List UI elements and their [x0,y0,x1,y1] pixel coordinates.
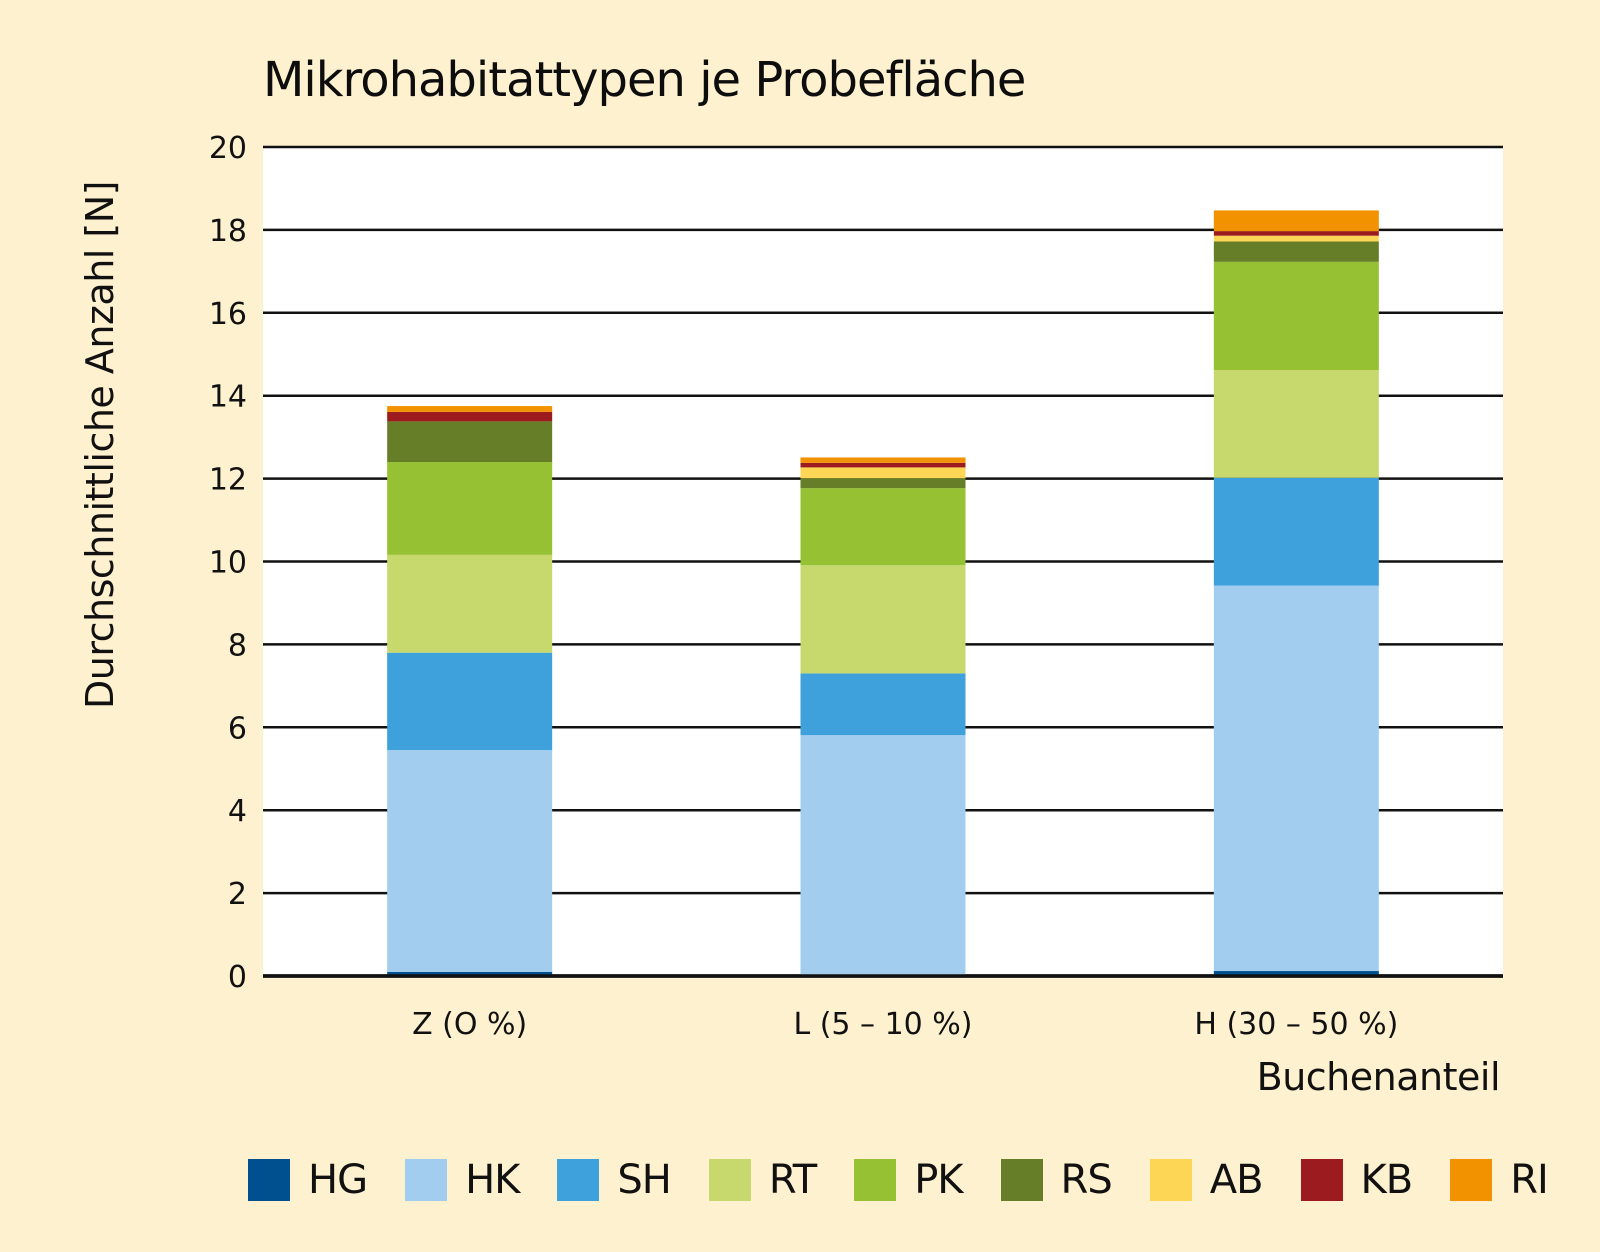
legend-label: PK [914,1157,963,1203]
legend-swatch [708,1159,751,1201]
chart-title: Mikrohabitattypen je Probefläche [263,52,1026,108]
y-tick-label: 18 [209,214,247,249]
legend-swatch [1000,1159,1043,1201]
legend-swatch [1300,1159,1343,1201]
legend-item-hk: HK [405,1157,520,1203]
bar-segment-rs [800,478,966,489]
bar-segment-hg [387,971,553,976]
legend-label: HK [465,1157,520,1203]
legend-item-rs: RS [1000,1157,1113,1203]
y-tick-label: 10 [209,546,247,581]
y-tick-label: 16 [209,297,247,332]
y-tick-label: 8 [228,628,247,663]
bars [263,210,1503,978]
x-axis-label: Buchenanteil [1256,1055,1501,1099]
legend-swatch [1450,1159,1493,1201]
bar-segment-hk [800,735,966,976]
legend-item-hg: HG [248,1157,368,1203]
x-tick-label: L (5 – 10 %) [793,1007,972,1042]
bar-segment-kb [800,462,966,468]
y-tick-label: 14 [209,380,247,415]
x-tick-label: H (30 – 50 %) [1194,1007,1398,1042]
bar-segment-rs [1213,241,1379,262]
x-tick-label: Z (O %) [412,1007,527,1042]
y-tick-label: 2 [228,877,247,912]
bar-segment-sh [387,652,553,751]
bar-segment-ab [1213,235,1379,242]
legend-item-sh: SH [557,1157,672,1203]
legend-item-kb: KB [1300,1157,1414,1203]
bar-segment-ab [800,467,966,479]
bar-segment-sh [1213,477,1379,586]
bar-segment-pk [1213,261,1379,371]
bar-stack-2 [1213,210,1379,976]
bar-segment-hk [1213,585,1379,972]
legend-swatch [248,1159,290,1201]
legend-label: KB [1360,1157,1414,1203]
legend: HG HK SH RT PK RS AB KB RI [248,1157,1586,1203]
y-tick-label: 6 [228,711,247,746]
bar-stack-1 [800,457,966,976]
legend-label: SH [617,1157,671,1203]
bar-segment-ri [387,406,553,412]
legend-swatch [854,1159,897,1201]
legend-label: RT [768,1157,817,1203]
legend-swatch [557,1159,600,1201]
legend-swatch [405,1159,448,1201]
bar-segment-hg [1213,971,1379,976]
legend-label: RI [1510,1157,1549,1203]
legend-swatch [1149,1159,1192,1201]
x-tick-labels: Z (O %) L (5 – 10 %) H (30 – 50 %) [412,1007,1398,1042]
bar-segment-hk [387,750,553,972]
legend-item-ri: RI [1450,1157,1549,1203]
bar-segment-rt [387,554,553,653]
bar-segment-pk [800,488,966,566]
legend-item-pk: PK [854,1157,964,1203]
bar-segment-kb [387,411,553,422]
bar-segment-ri [800,457,966,463]
legend-label: AB [1209,1157,1264,1203]
y-tick-label: 4 [228,794,247,829]
y-tick-label: 20 [209,131,247,166]
y-tick-label: 0 [228,960,247,995]
legend-label: HG [308,1157,368,1203]
legend-label: RS [1060,1157,1113,1203]
bar-segment-rt [1213,370,1379,478]
y-axis-label: Durchschnittliche Anzahl [N] [78,181,122,709]
bar-segment-sh [800,673,966,736]
legend-item-ab: AB [1149,1157,1264,1203]
legend-item-rt: RT [708,1157,817,1203]
bar-stack-0 [387,406,553,976]
bar-segment-pk [387,462,553,555]
bar-segment-kb [1213,231,1379,236]
bar-segment-rs [387,421,553,463]
y-tick-labels: 0 2 4 6 8 10 12 14 16 18 20 [209,131,247,995]
y-tick-label: 12 [209,463,247,498]
bar-segment-ri [1213,210,1379,232]
bar-segment-rt [800,565,966,674]
